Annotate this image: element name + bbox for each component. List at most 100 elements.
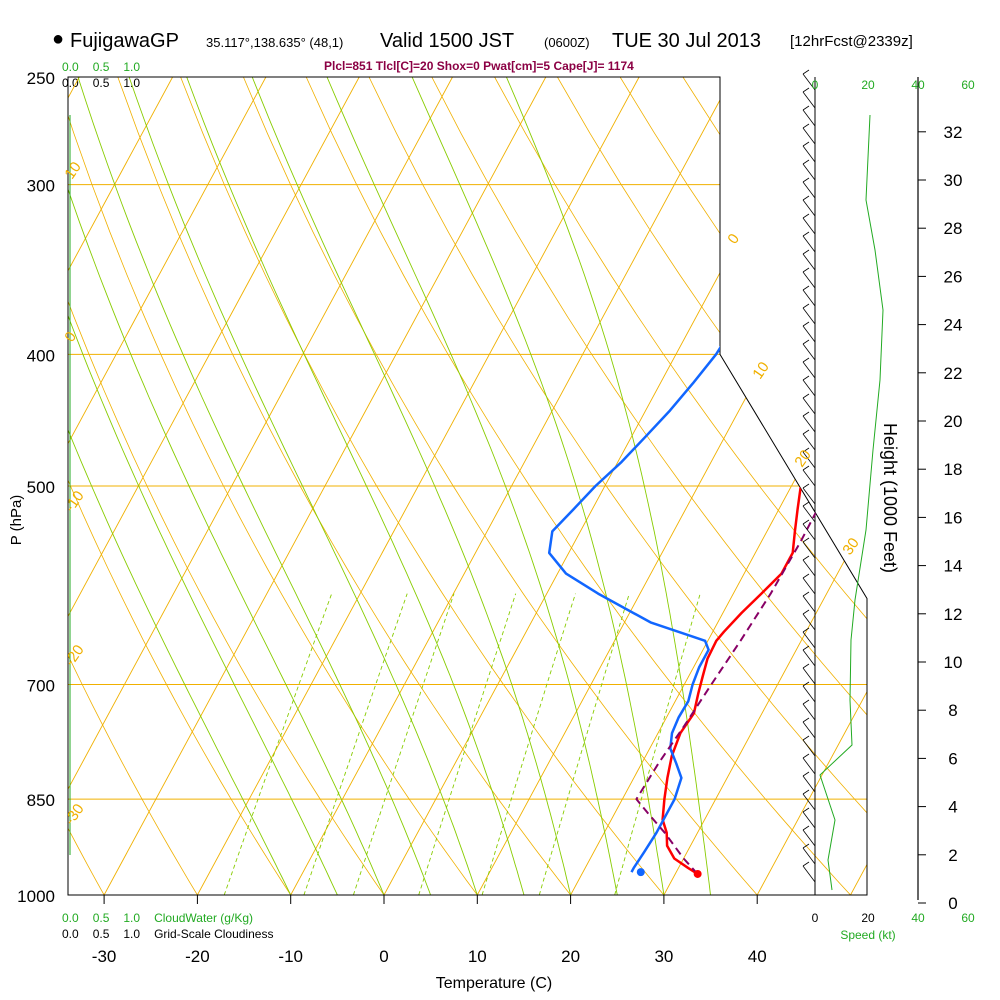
wind-barb-feather <box>802 159 810 165</box>
height-tick-label: 18 <box>944 460 963 479</box>
wind-barb-feather <box>802 375 810 381</box>
mixing-ratio-line <box>352 593 455 895</box>
y-tick-label: 850 <box>27 791 55 810</box>
wind-barb <box>802 361 816 379</box>
wind-barb <box>802 541 816 559</box>
scale-tick: 1.0 <box>123 927 141 941</box>
mixing-ratio-line <box>614 593 701 895</box>
wind-barb-feather <box>802 735 810 741</box>
wind-barb <box>802 505 816 523</box>
forecast-info: [12hrFcst@2339z] <box>790 33 913 50</box>
y-tick-label: 250 <box>27 69 55 88</box>
wind-barb-feather <box>802 411 810 417</box>
mixing-ratio-line <box>538 593 630 895</box>
x-axis-label: Temperature (C) <box>436 975 552 992</box>
wind-barb <box>802 703 816 721</box>
isotherm-label: -10 <box>61 488 87 516</box>
wind-barb-feather <box>802 87 810 93</box>
isotherm-label: 20 <box>791 447 814 470</box>
wind-barb <box>802 667 816 685</box>
wind-barb-feather <box>802 249 810 255</box>
height-tick-label: 28 <box>944 219 963 238</box>
scale-tick: 0.0 <box>62 60 79 74</box>
speed-scale-bottom-tick: 0 <box>812 911 819 925</box>
wind-barb-feather <box>802 555 810 561</box>
mixing-ratio-line <box>303 593 408 895</box>
wind-barb <box>802 595 816 613</box>
chart-header: ● FujigawaGP 35.117°,138.635° (48,1) Val… <box>0 0 1000 90</box>
wind-barb <box>802 109 816 127</box>
wind-barb <box>802 451 816 469</box>
wind-barb-feather <box>802 105 810 111</box>
y-tick-label: 1000 <box>17 887 55 906</box>
scale-tick: 0.0 <box>62 927 79 941</box>
wind-barb <box>802 397 816 415</box>
speed-scale-bottom-tick: 20 <box>861 911 875 925</box>
wind-barb <box>802 325 816 343</box>
station-name: FujigawaGP <box>70 30 179 52</box>
scale-tick: 1.0 <box>123 76 141 90</box>
y-tick-label: 500 <box>27 478 55 497</box>
temperature-line <box>661 111 851 876</box>
wind-barb-feather <box>802 267 810 273</box>
x-tick-label: -20 <box>185 947 210 966</box>
plot-border <box>67 76 868 896</box>
wind-barb <box>802 739 816 757</box>
wind-barb-feather <box>802 753 810 759</box>
dry-adiabat-line <box>494 77 867 895</box>
wind-barb <box>802 559 816 577</box>
wind-barb <box>802 757 816 775</box>
wind-barb <box>802 343 816 361</box>
speed-scale-top-tick: 60 <box>961 78 975 92</box>
wind-barb <box>802 217 816 235</box>
isotherm-label: 30 <box>839 535 862 558</box>
height-tick-label: 24 <box>944 316 963 335</box>
sounding-series <box>547 111 867 876</box>
y-tick-label: 400 <box>27 346 55 365</box>
wind-barb <box>802 469 816 487</box>
height-tick-label: 2 <box>948 846 957 865</box>
wind-barb <box>802 199 816 217</box>
wind-barb-feather <box>802 609 810 615</box>
wind-barb <box>802 253 816 271</box>
wind-barb-feather <box>802 429 810 435</box>
wind-barb <box>802 91 816 109</box>
wind-barb <box>802 523 816 541</box>
wind-barb-feather <box>802 645 810 651</box>
wind-barb <box>802 145 816 163</box>
wind-barb <box>802 289 816 307</box>
wind-barb <box>802 415 816 433</box>
dry-adiabat-line <box>305 77 851 895</box>
isotherm-label: -20 <box>61 642 87 670</box>
wind-barb-feather <box>802 321 810 327</box>
height-tick-label: 26 <box>944 267 963 286</box>
mixing-ratio-line <box>481 593 576 895</box>
scale-tick: 0.5 <box>92 60 110 74</box>
dry-adiabat-line <box>117 77 571 895</box>
wind-barb <box>802 847 816 865</box>
scale-tick: 0.5 <box>92 911 110 925</box>
wind-barb <box>802 73 816 91</box>
wind-barb-feather <box>802 483 810 489</box>
height-tick-label: 8 <box>948 701 957 720</box>
moist-adiabat-line <box>411 77 665 895</box>
moist-adiabat-line <box>251 77 572 895</box>
wind-barb-feather <box>802 627 810 633</box>
height-tick-label: 0 <box>948 894 957 913</box>
wind-barb-feather <box>802 177 810 183</box>
wind-barb-feather <box>802 213 810 219</box>
speed-scale-top-tick: 40 <box>911 78 925 92</box>
wind-barb <box>802 631 816 649</box>
wind-barb <box>802 793 816 811</box>
speed-scale-top-tick: 20 <box>861 78 875 92</box>
dry-adiabat-line <box>68 77 385 895</box>
wind-barb-feather <box>802 843 810 849</box>
moist-adiabat-line <box>505 77 711 895</box>
wind-barb-feather <box>802 465 810 471</box>
background-lines: 1 2 3 5 8 12 20 <box>68 77 867 913</box>
y-tick-label: 700 <box>27 677 55 696</box>
wind-barb-feather <box>802 69 810 75</box>
moist-adiabat-line <box>68 77 292 895</box>
mixing-ratio-label: 20 <box>616 894 635 913</box>
